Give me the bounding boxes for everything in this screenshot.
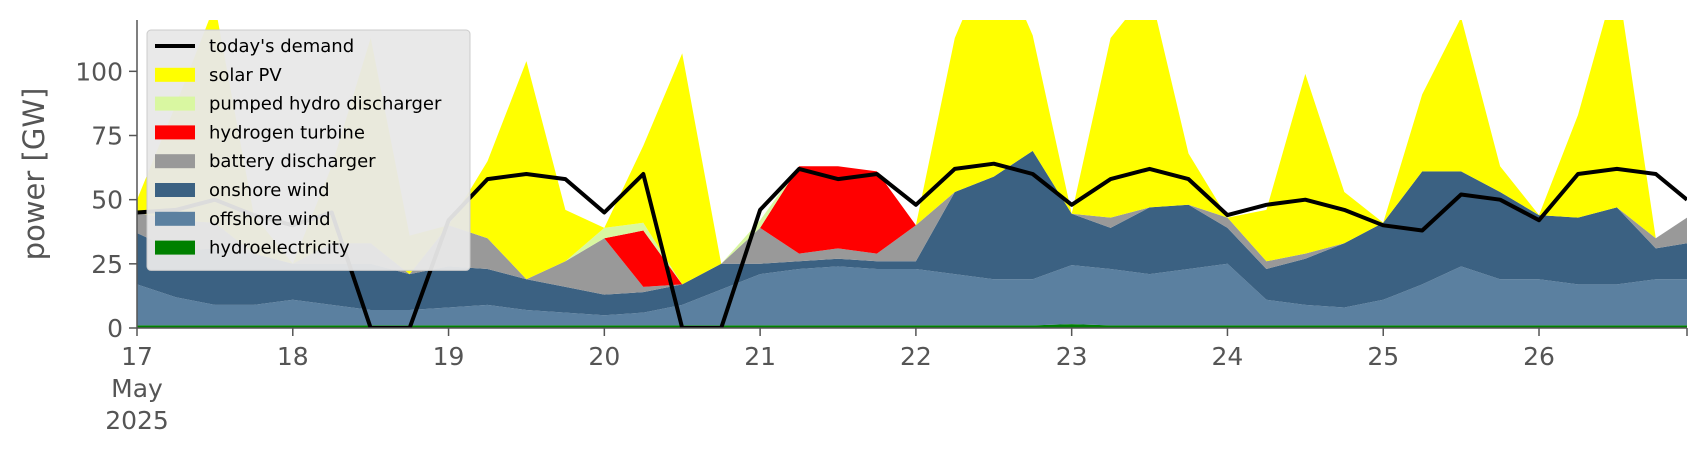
x-tick-label: 23 [1056, 342, 1088, 371]
legend-swatch-offshore-wind [155, 211, 195, 226]
legend-swatch-solar-pv [155, 67, 195, 82]
y-tick-label: 75 [91, 122, 123, 151]
legend-swatch-battery-discharger [155, 154, 195, 169]
legend-label-hydrogen-turbine: hydrogen turbine [209, 122, 365, 143]
area-solar-pv [137, 20, 1687, 285]
legend-label-battery-discharger: battery discharger [209, 151, 376, 172]
area-onshore-wind [137, 150, 1687, 316]
axes: 0 25 50 75 100 17 18 19 20 21 22 23 24 25 26 May 2025 [75, 20, 1688, 435]
x-tick-label: 21 [744, 342, 776, 371]
legend-swatch-onshore-wind [155, 183, 195, 197]
x-tick-label: 25 [1367, 342, 1399, 371]
legend-box [146, 29, 471, 271]
area-offshore-wind [137, 263, 1687, 326]
x-tick-label: 19 [433, 342, 465, 371]
area-battery-discharger [137, 150, 1687, 295]
legend-label-offshore-wind: offshore wind [209, 209, 331, 230]
y-tick-label: 50 [91, 186, 123, 215]
legend: today's demand solar PV pumped hydro disch… [146, 29, 471, 271]
x-tick-sublabel: May [111, 374, 163, 403]
y-axis-label: power [GW] [17, 88, 51, 261]
demand-line-group [137, 161, 1687, 328]
y-tick-label: 25 [91, 250, 123, 279]
x-tick-label: 22 [900, 342, 932, 371]
x-tick-label: 20 [588, 342, 620, 371]
x-tick-label: 18 [277, 342, 309, 371]
area-hydroelectricity [137, 324, 1687, 328]
stacked-areas [137, 20, 1687, 328]
legend-label-solar-pv: solar PV [209, 65, 282, 86]
legend-swatch-hydrogen-turbine [155, 125, 195, 140]
legend-label-today-s-demand: today's demand [209, 36, 354, 57]
x-tick-label: 24 [1212, 342, 1244, 371]
x-tick-sublabel: 2025 [105, 406, 169, 435]
legend-label-onshore-wind: onshore wind [209, 180, 330, 201]
legend-label-hydroelectricity: hydroelectricity [209, 238, 350, 259]
x-tick-label: 17 [121, 342, 153, 371]
x-tick-label: 26 [1523, 342, 1555, 371]
legend-swatch-hydroelectricity [155, 240, 195, 255]
legend-label-pumped-hydro-discharger: pumped hydro discharger [209, 94, 442, 115]
y-tick-label: 100 [75, 57, 123, 86]
legend-swatch-pumped-hydro-discharger [155, 96, 195, 111]
demand-line [137, 161, 1687, 328]
y-tick-label: 0 [107, 314, 123, 343]
